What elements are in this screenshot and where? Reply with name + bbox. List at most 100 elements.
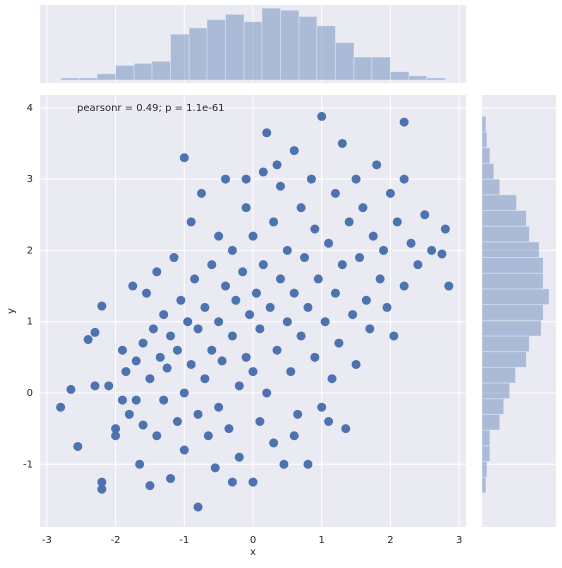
point [227,477,237,487]
point [427,245,437,255]
x-tick-label: -3 [42,535,52,546]
point [90,381,100,391]
point [227,245,237,255]
point [420,210,430,220]
point [135,459,145,469]
histogram-bar [188,27,208,81]
point [210,463,220,473]
point [193,409,203,419]
point [392,217,402,227]
histogram-bar [353,56,373,81]
point [148,324,158,334]
point [166,331,176,341]
histogram-bar [170,33,190,81]
point [176,295,186,305]
point [142,288,151,298]
point [179,153,189,163]
point [444,281,454,291]
point [97,484,107,494]
point [224,424,234,434]
point [111,431,121,441]
point [296,331,306,341]
point [289,146,299,156]
point [437,249,447,259]
point [221,174,231,184]
histogram-bar [371,56,391,81]
point [358,203,368,213]
histogram-bar [151,60,172,81]
point [183,317,193,327]
histogram-bar [481,162,495,180]
point [190,274,200,284]
x-axis-label: x [250,547,256,558]
point [334,338,344,348]
point [245,310,255,320]
point [186,359,196,369]
point [172,345,182,355]
point [166,474,176,484]
x-tick-label: -2 [111,535,121,546]
point [258,167,268,177]
histogram-bar [481,382,511,400]
histogram-bar [481,288,550,306]
histogram-bar [60,77,80,81]
point [306,174,316,184]
x-tick-label: 0 [250,535,256,546]
y-tick-label: -1 [23,459,33,470]
histogram-bar [481,351,527,368]
point [303,302,313,312]
point [203,431,213,441]
histogram-bar [481,178,501,196]
point [248,231,258,241]
point [355,253,364,263]
histogram-bar [481,319,542,337]
point [186,217,196,227]
point [200,302,210,312]
point [159,395,169,405]
point [368,231,378,241]
point [361,295,371,305]
point [73,441,83,451]
point [330,288,340,298]
histogram-bar [389,71,410,81]
point [337,260,347,270]
point [111,424,121,434]
point [413,260,423,270]
point [341,424,351,434]
histogram-bar [481,413,501,431]
histogram-bar [481,115,487,133]
point [310,224,320,234]
y-tick-label: 2 [27,245,33,256]
histogram-bar [96,73,117,81]
point [382,302,392,312]
y-tick-label: 3 [27,174,33,185]
point [145,374,155,384]
point [317,111,327,121]
histogram-bar [279,9,300,81]
point [152,267,162,277]
point [179,388,189,398]
point [348,310,358,320]
point [131,395,141,405]
point [440,224,450,234]
point [234,452,244,462]
point [344,217,354,227]
point [327,374,337,384]
point [324,416,334,426]
histogram-bar [481,241,540,259]
point [172,416,182,426]
point [275,274,285,284]
right-plot-area [482,95,556,527]
histogram-bar [408,75,428,81]
histogram-bar [133,62,153,81]
annotation: pearsonr = 0.49; p = 1.1e-61 [77,103,225,114]
histogram-bar [481,335,530,353]
point [282,245,292,255]
x-tick-label: -1 [179,535,189,546]
point [128,281,138,291]
histogram-bar [334,42,355,81]
point [207,260,217,270]
point [66,384,76,394]
histogram-bar [481,460,488,478]
